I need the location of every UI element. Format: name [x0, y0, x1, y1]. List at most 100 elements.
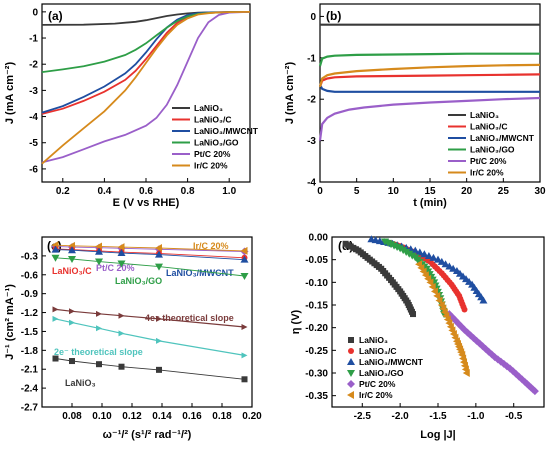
- data-point: [117, 260, 126, 268]
- legend-label: Ir/C 20%: [359, 390, 393, 400]
- data-point: [435, 296, 443, 305]
- x-tick-label: -0.5: [505, 411, 523, 422]
- reference-point: [52, 315, 59, 322]
- x-tick-label: 0.4: [97, 186, 111, 197]
- data-point: [240, 273, 249, 281]
- data-point: [95, 247, 103, 255]
- y-tick-label: -2.7: [21, 403, 39, 414]
- legend-marker: [348, 348, 354, 354]
- data-point: [240, 246, 248, 255]
- legend-label: LaNiO₃/GO: [359, 368, 404, 378]
- y-tick-label: 0: [32, 7, 38, 18]
- data-point: [430, 287, 438, 296]
- x-tick-label: -1.5: [429, 411, 447, 422]
- series-line: [318, 52, 540, 67]
- panel-a-xlabel: E (V vs RHE): [113, 197, 180, 209]
- data-point: [428, 282, 436, 291]
- y-tick-label: -3: [29, 86, 38, 97]
- panel-a-ylabel: J (mA cm⁻²): [4, 62, 16, 125]
- x-tick-label: 0.16: [182, 411, 202, 422]
- y-tick-label: -4: [307, 178, 316, 189]
- legend-marker: [347, 391, 354, 399]
- legend-label: LaNiO₃/C: [470, 122, 507, 132]
- x-tick-label: 0.18: [212, 411, 232, 422]
- legend-label: Ir/C 20%: [470, 168, 504, 178]
- legend-label: LaNiO₃/MWCNT: [194, 126, 259, 136]
- reference-point: [156, 337, 162, 344]
- panel-c-label-lanio3c: LaNiO₃/C: [52, 266, 92, 276]
- data-point: [441, 260, 450, 268]
- x-tick-label: 0: [317, 186, 323, 197]
- data-point: [445, 262, 454, 270]
- x-tick-label: 15: [424, 186, 436, 197]
- y-tick-label: -6: [29, 164, 38, 175]
- chart-marks: 0.2 0.4 0.6 0.8 1.00-1-2-3-4-5-6LaNiO₃LaNiO₃…: [21, 7, 546, 422]
- y-tick-label: -0.30: [305, 369, 328, 380]
- legend-label: LaNiO₃: [470, 110, 499, 120]
- reference-point: [69, 319, 75, 326]
- data-point: [530, 387, 539, 396]
- fit-line: [55, 257, 245, 277]
- data-point: [155, 250, 163, 258]
- data-point: [411, 246, 420, 254]
- reference-point: [52, 306, 59, 313]
- series-line: [41, 11, 251, 165]
- data-point: [117, 249, 126, 257]
- x-tick-label: 1.0: [222, 186, 236, 197]
- y-tick-label: -0.35: [305, 391, 328, 402]
- y-tick-label: -2: [29, 60, 38, 71]
- panel-b-label: (b): [326, 9, 341, 23]
- panel-c-label-ptc: Pt/C 20%: [96, 263, 135, 273]
- y-tick-label: -1: [307, 53, 316, 64]
- y-tick-label: -1.5: [21, 327, 39, 338]
- x-tick-label: 0.08: [62, 411, 82, 422]
- legend-label: LaNiO₃/MWCNT: [470, 133, 535, 143]
- x-tick-label: 0.8: [181, 186, 195, 197]
- y-tick-label: -0.05: [305, 255, 328, 266]
- data-point: [437, 257, 446, 265]
- x-tick-label: 0.6: [139, 186, 153, 197]
- fit-line: [55, 358, 245, 380]
- panel-b-frame: [319, 3, 541, 183]
- legend-marker: [348, 337, 354, 343]
- x-tick-label: 0.10: [92, 411, 112, 422]
- legend-label: LaNiO₃/GO: [470, 145, 515, 155]
- panel-c-label-irc: Ir/C 20%: [193, 241, 229, 251]
- panel-c-label-lanio3: LaNiO₃: [65, 378, 96, 388]
- legend-label: Pt/C 20%: [470, 156, 507, 166]
- reference-point: [118, 330, 125, 337]
- series-line: [318, 63, 541, 88]
- reference-point: [69, 308, 75, 315]
- fit-line: [55, 249, 245, 261]
- data-point: [241, 376, 248, 383]
- reference-point: [118, 312, 125, 319]
- series-line: [318, 73, 541, 88]
- y-tick-label: 0.00: [309, 233, 329, 244]
- panel-c-4e-label: 4e⁻ theoretical slope: [145, 313, 234, 323]
- data-point: [118, 363, 125, 370]
- series-line: [41, 11, 251, 26]
- data-point: [429, 253, 438, 261]
- data-point: [424, 252, 433, 260]
- legend-label: LaNiO₃/GO: [194, 138, 239, 148]
- data-point: [420, 250, 429, 258]
- data-point: [415, 248, 424, 256]
- legend-label: Pt/C 20%: [194, 149, 231, 159]
- y-tick-label: -2.1: [21, 365, 39, 376]
- panel-d-ylabel: η (V): [290, 309, 302, 334]
- panel-c-2e-label: 2e⁻ theoretical slope: [54, 347, 143, 357]
- panel-c-frame: [41, 236, 253, 408]
- panel-c-ylabel: J⁻¹ (cm² mA⁻¹): [4, 284, 16, 360]
- x-tick-label: 20: [461, 186, 473, 197]
- data-point: [426, 278, 434, 287]
- reference-point: [156, 315, 162, 322]
- data-point: [449, 264, 458, 272]
- reference-point: [241, 352, 248, 359]
- y-tick-label: -0.20: [305, 323, 328, 334]
- y-tick-label: -0.25: [305, 346, 328, 357]
- data-point: [505, 364, 514, 373]
- data-point: [155, 244, 162, 253]
- panel-c-label-mwcnt: LaNiO₃/MWCNT: [166, 268, 234, 278]
- data-point: [68, 256, 76, 264]
- y-tick-label: -3: [307, 136, 316, 147]
